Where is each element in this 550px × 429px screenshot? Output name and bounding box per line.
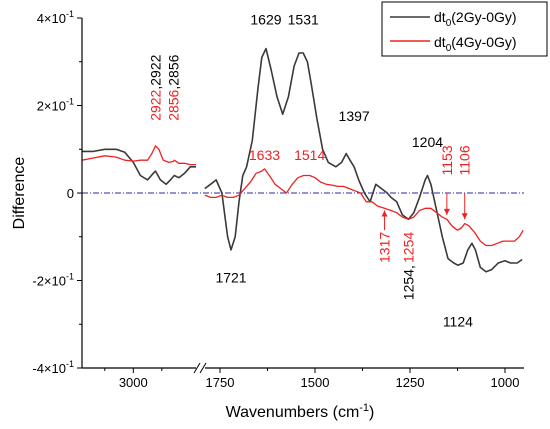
peak-label-split-1: 2856,2856 [166, 54, 182, 120]
peak-label-12: 1254, [401, 265, 417, 300]
peak-label-2: 1397 [339, 108, 370, 124]
legend-label-4gy: dt0(4Gy-0Gy) [434, 34, 517, 54]
peak-label-1: 1531 [288, 12, 319, 28]
series-layer [81, 47, 524, 273]
peak-label-4: 1721 [215, 270, 246, 286]
y-axis-title: Difference [11, 157, 28, 230]
y-tick-label-2: 0 [67, 186, 74, 201]
annotation-layer: 1629 1531 1397 1204 1721 1124 1633 1514 1153 1106… [148, 12, 474, 330]
arrow-head-2 [381, 210, 388, 217]
axis-break-mark-2 [199, 362, 207, 374]
peak-label-split-0: 2922,2922 [148, 54, 164, 120]
peak-label-7: 1514 [294, 147, 325, 163]
peak-label-0: 1629 [250, 12, 281, 28]
y-tick-label-1: 2×10-1 [37, 97, 74, 114]
peak-label-8: 1153 [439, 145, 455, 175]
series-line-1-segment-0 [81, 145, 196, 166]
x-tick-label-4: 1000 [491, 375, 520, 390]
peak-label-6: 1633 [249, 147, 280, 163]
legend-box [381, 1, 548, 57]
x-axis-title: Wavenumbers (cm-1) [226, 402, 375, 421]
series-line-0-segment-0 [82, 148, 196, 186]
x-tick-label-1: 1750 [206, 375, 235, 390]
peak-label-10: 1317 [377, 232, 393, 263]
y-tick-label-0: 4×10-1 [37, 9, 74, 26]
x-tick-label-0: 3000 [119, 375, 148, 390]
peak-label-5: 1124 [443, 313, 473, 329]
series-line-0-segment-1 [204, 47, 523, 273]
peak-label-3: 1204 [412, 134, 443, 150]
x-tick-label-2: 1500 [301, 375, 330, 390]
axis-break-mark-1 [193, 362, 201, 374]
y-tick-label-3: -2×10-1 [32, 272, 74, 289]
axes-layer: 4×10-1 2×10-1 0 -2×10-1 -4×10-1 3000 1750 1500 1… [32, 9, 524, 390]
peak-label-9: 1106 [457, 145, 473, 175]
series-line-1-segment-1 [204, 168, 524, 247]
arrow-head-0 [443, 208, 450, 215]
peak-label-11: 1254 [401, 232, 417, 263]
y-tick-label-4: -4×10-1 [32, 359, 74, 376]
svg-text:Difference: Difference [11, 157, 28, 230]
legend-label-2gy: dt0(2Gy-0Gy) [434, 9, 517, 29]
arrow-head-1 [461, 213, 468, 220]
x-tick-label-3: 1250 [396, 375, 425, 390]
legend: dt0(2Gy-0Gy) dt0(4Gy-0Gy) [381, 1, 548, 57]
